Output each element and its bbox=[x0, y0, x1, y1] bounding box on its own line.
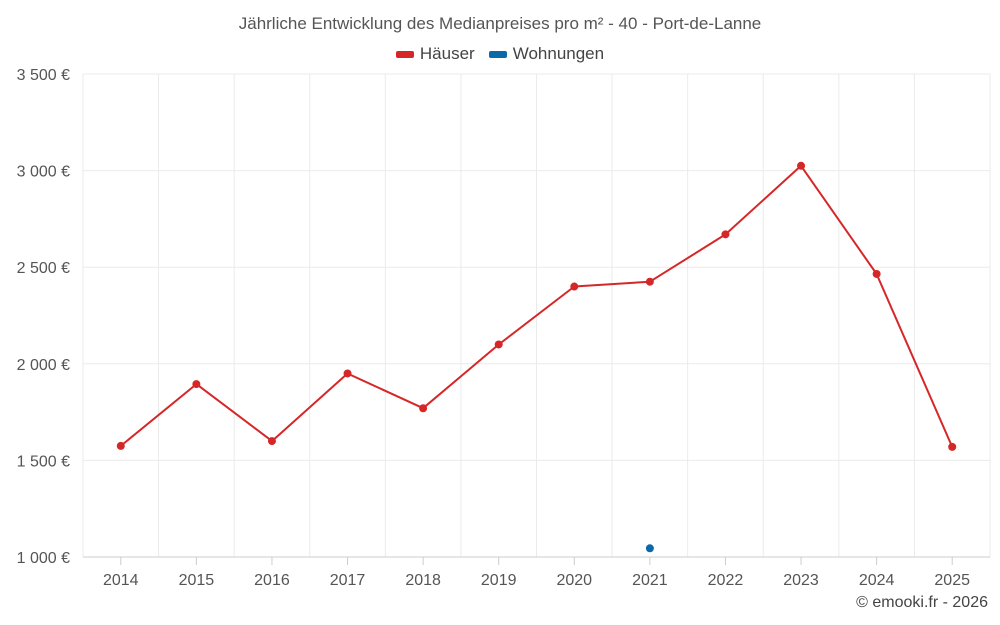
data-point-1 bbox=[645, 544, 654, 553]
x-tick-label: 2020 bbox=[556, 572, 592, 589]
legend: Häuser Wohnungen bbox=[0, 44, 1000, 64]
data-point-0 bbox=[721, 230, 730, 239]
data-point-0 bbox=[343, 369, 352, 378]
legend-swatch-wohnungen bbox=[488, 50, 507, 58]
data-point-0 bbox=[192, 380, 201, 389]
x-tick-label: 2014 bbox=[103, 572, 139, 589]
legend-item-wohnungen[interactable]: Wohnungen bbox=[488, 44, 605, 64]
chart-title: Jährliche Entwicklung des Medianpreises … bbox=[238, 14, 762, 33]
data-point-0 bbox=[116, 441, 125, 450]
legend-label-haeuser: Häuser bbox=[419, 44, 475, 63]
x-tick-label: 2018 bbox=[405, 572, 441, 589]
y-tick-label: 2 500 € bbox=[17, 260, 70, 277]
data-point-0 bbox=[570, 282, 579, 291]
x-tick-label: 2019 bbox=[481, 572, 517, 589]
x-tick-label: 2024 bbox=[859, 572, 895, 589]
x-tick-label: 2015 bbox=[179, 572, 215, 589]
x-tick-label: 2017 bbox=[330, 572, 366, 589]
legend-swatch-haeuser bbox=[395, 50, 414, 58]
data-point-0 bbox=[267, 437, 276, 446]
x-tick-label: 2022 bbox=[708, 572, 744, 589]
data-point-0 bbox=[419, 404, 428, 413]
series-line-0 bbox=[120, 164, 954, 448]
data-point-0 bbox=[645, 277, 654, 286]
y-tick-label: 3 000 € bbox=[17, 164, 70, 181]
y-tick-label: 2 000 € bbox=[17, 357, 70, 374]
x-tick-label: 2016 bbox=[254, 572, 290, 589]
data-point-0 bbox=[872, 269, 881, 278]
x-tick-label: 2025 bbox=[934, 572, 970, 589]
credit-text: © emooki.fr - 2026 bbox=[856, 594, 988, 611]
x-tick-label: 2021 bbox=[632, 572, 668, 589]
y-tick-label: 1 000 € bbox=[17, 550, 70, 567]
x-tick-label: 2023 bbox=[783, 572, 819, 589]
data-point-0 bbox=[494, 340, 503, 349]
data-point-0 bbox=[948, 442, 957, 451]
data-point-0 bbox=[797, 161, 806, 170]
y-tick-label: 3 500 € bbox=[17, 67, 70, 84]
y-tick-label: 1 500 € bbox=[17, 453, 70, 470]
legend-label-wohnungen: Wohnungen bbox=[512, 44, 605, 63]
legend-item-haeuser[interactable]: Häuser bbox=[395, 44, 475, 64]
